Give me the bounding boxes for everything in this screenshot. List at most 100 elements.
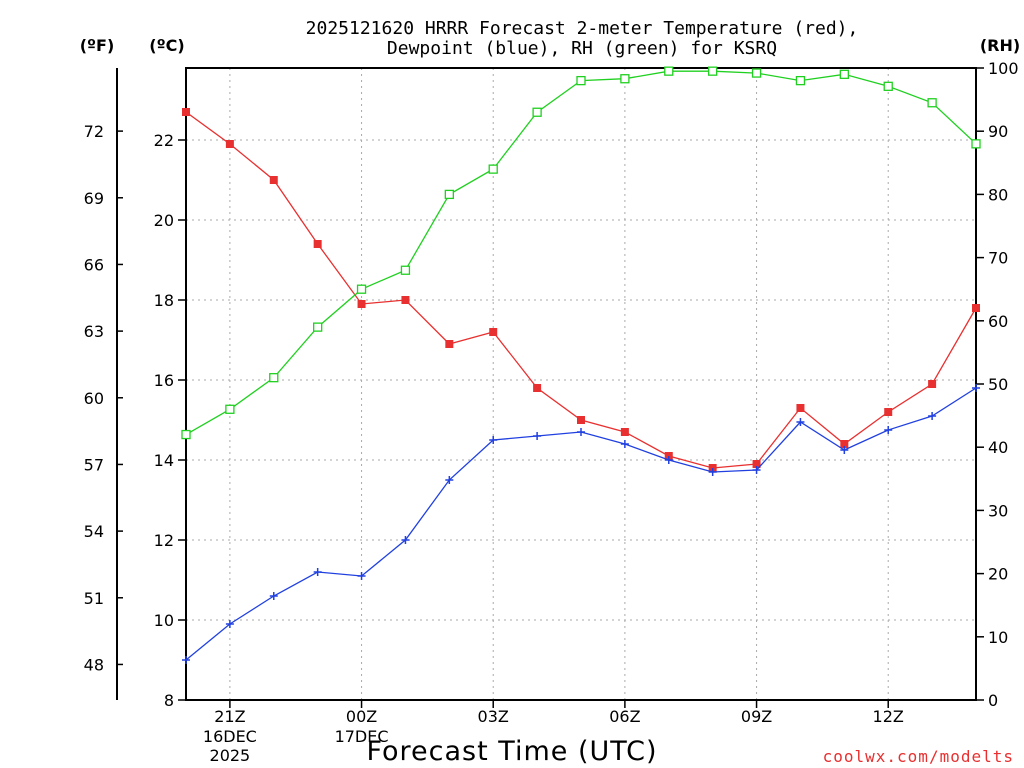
dewpoint-point	[620, 440, 629, 448]
temperature-point	[445, 340, 454, 348]
rh-tick-label: 80	[988, 185, 1008, 204]
fahrenheit-tick-label: 72	[84, 122, 104, 141]
temperature-point	[577, 416, 585, 424]
rh-point	[751, 68, 762, 78]
fahrenheit-tick-label: 69	[84, 189, 104, 208]
rh-point	[225, 404, 235, 414]
fahrenheit-tick-label: 66	[84, 255, 104, 274]
rh-point	[664, 66, 674, 76]
temperature-point	[225, 140, 234, 148]
temperature-point	[840, 440, 849, 448]
x-tick-date-label: 17DEC	[335, 727, 389, 746]
x-tick-label: 21Z	[214, 707, 245, 726]
dewpoint-point	[533, 432, 542, 440]
temperature-point	[533, 384, 542, 392]
celsius-unit-label: (ºC)	[149, 36, 184, 55]
rh-point	[181, 429, 191, 440]
temperature-point	[796, 404, 805, 412]
x-tick-year-label: 2025	[210, 746, 251, 765]
rh-tick-label: 60	[988, 312, 1008, 331]
x-tick-label: 12Z	[873, 707, 904, 726]
celsius-tick-label: 8	[164, 691, 174, 710]
axes-layer: 8 10 12 14 16 18 20 22 48 51 54 57 60 63 66 69 72 0 10 20 30…	[84, 59, 1019, 765]
rh-point	[795, 75, 806, 86]
temperature-point	[489, 328, 498, 336]
rh-tick-label: 90	[988, 122, 1008, 141]
rh-tick-label: 40	[988, 438, 1008, 457]
celsius-tick-label: 22	[154, 131, 174, 150]
fahrenheit-tick-label: 63	[84, 322, 104, 341]
rh-point	[971, 139, 981, 149]
rh-point	[883, 81, 893, 91]
series-layer	[181, 66, 981, 664]
celsius-tick-label: 10	[154, 611, 174, 630]
dewpoint-point	[313, 568, 322, 576]
dewpoint-point	[182, 656, 190, 664]
rh-line	[185, 70, 977, 436]
fahrenheit-tick-label: 57	[84, 455, 104, 474]
dewpoint-point	[664, 456, 673, 464]
plot-frame	[185, 67, 977, 701]
rh-point	[532, 107, 542, 117]
celsius-tick-label: 20	[154, 211, 174, 230]
rh-point	[576, 75, 586, 86]
temperature-point	[884, 408, 893, 416]
dewpoint-point	[577, 428, 585, 436]
x-tick-label: 09Z	[741, 707, 772, 726]
x-tick-label: 03Z	[478, 707, 509, 726]
celsius-tick-label: 16	[154, 371, 174, 390]
credit-text: coolwx.com/modelts	[823, 747, 1014, 766]
rh-tick-label: 10	[988, 628, 1008, 647]
x-tick-label: 06Z	[609, 707, 640, 726]
x-tick-date-label: 16DEC	[203, 727, 257, 746]
dewpoint-point	[884, 426, 893, 434]
temperature-line	[185, 111, 977, 469]
dewpoint-point	[357, 572, 366, 580]
rh-point	[839, 69, 849, 79]
rh-point	[488, 164, 498, 174]
celsius-tick-label: 14	[154, 451, 174, 470]
celsius-tick-label: 12	[154, 531, 174, 550]
fahrenheit-tick-label: 51	[84, 589, 104, 608]
dewpoint-point	[840, 446, 849, 454]
x-axis-label: Forecast Time (UTC)	[366, 736, 657, 767]
rh-point	[400, 265, 411, 275]
rh-tick-label: 100	[988, 59, 1019, 78]
rh-point	[269, 373, 279, 383]
temperature-point	[401, 296, 410, 304]
rh-point	[620, 74, 630, 84]
rh-point	[444, 189, 454, 200]
temperature-point	[269, 176, 278, 184]
rh-tick-label: 20	[988, 565, 1008, 584]
temperature-point	[752, 460, 761, 468]
rh-tick-label: 0	[988, 691, 998, 710]
rh-tick-label: 30	[988, 501, 1008, 520]
dewpoint-point	[708, 468, 717, 476]
rh-point	[927, 98, 937, 108]
temperature-point	[972, 304, 980, 312]
rh-tick-label: 50	[988, 375, 1008, 394]
rh-point	[313, 322, 323, 332]
rh-tick-label: 70	[988, 249, 1008, 268]
x-tick-label: 00Z	[346, 707, 377, 726]
rh-point	[708, 66, 718, 76]
temperature-point	[313, 240, 322, 248]
dewpoint-point	[401, 536, 410, 544]
rh-unit-label: (RH)	[980, 36, 1020, 55]
chart-title-line1: 2025121620 HRRR Forecast 2-meter Tempera…	[306, 18, 859, 39]
dewpoint-point	[269, 592, 278, 600]
celsius-tick-label: 18	[154, 291, 174, 310]
dewpoint-point	[972, 384, 980, 392]
dewpoint-point	[752, 466, 761, 474]
chart-title-line2: Dewpoint (blue), RH (green) for KSRQ	[387, 38, 777, 59]
dewpoint-point	[225, 620, 234, 628]
temperature-point	[182, 108, 190, 116]
grid-layer	[186, 68, 976, 700]
dewpoint-point	[796, 418, 805, 426]
rh-point	[356, 284, 367, 294]
fahrenheit-tick-label: 48	[84, 655, 104, 674]
dewpoint-point	[489, 436, 498, 444]
temperature-point	[357, 300, 366, 308]
